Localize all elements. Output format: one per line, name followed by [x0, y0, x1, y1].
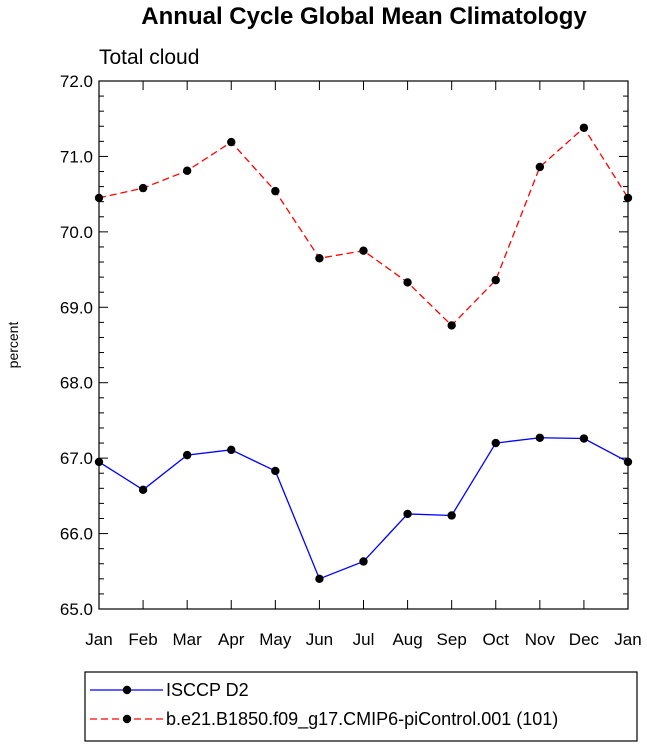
- x-tick-label: Apr: [218, 630, 245, 649]
- data-point: [447, 511, 456, 520]
- data-point: [182, 166, 192, 175]
- data-point: [359, 246, 368, 255]
- x-tick-label: Jan: [85, 630, 112, 649]
- y-tick-label: 72.0: [60, 72, 93, 91]
- x-tick-label: Dec: [569, 630, 600, 649]
- legend: ISCCP D2 b.e21.B1850.f09_g17.CMIP6-piCont…: [84, 671, 638, 742]
- data-point: [535, 162, 545, 172]
- data-point: [579, 434, 589, 443]
- data-point: [227, 137, 236, 147]
- plot-frame: [98, 80, 629, 610]
- y-tick-label: 68.0: [60, 374, 93, 393]
- legend-marker-2: [122, 714, 132, 724]
- data-point: [447, 321, 456, 330]
- y-tick-label: 66.0: [60, 525, 93, 544]
- y-tick-label: 65.0: [60, 600, 93, 619]
- legend-label-2: b.e21.B1850.f09_g17.CMIP6-piControl.001 …: [166, 709, 558, 730]
- plot-axes: 65.0 66.0 67.0 68.0 69.0 70.0 71.0 72.0 Jan Feb Ma…: [60, 72, 642, 649]
- chart-title: Annual Cycle Global Mean Climatology: [141, 3, 587, 30]
- data-point: [271, 466, 280, 476]
- y-axis-label: percent: [5, 322, 21, 369]
- x-tick-label: Jan: [614, 630, 641, 649]
- x-tick-label: Feb: [128, 630, 157, 649]
- x-tick-label: Sep: [437, 630, 467, 649]
- series-layer: [94, 123, 633, 584]
- data-point: [271, 186, 280, 196]
- legend-box: [84, 671, 638, 742]
- y-tick-label: 71.0: [60, 147, 93, 166]
- x-tick-label: Aug: [392, 630, 422, 649]
- data-point: [315, 574, 324, 584]
- data-point: [623, 193, 633, 203]
- data-point: [535, 433, 545, 442]
- data-point: [182, 450, 192, 460]
- legend-label-1: ISCCP D2: [166, 680, 249, 700]
- series-line-2: [98, 126, 629, 327]
- data-point: [138, 183, 148, 193]
- data-point: [579, 123, 589, 132]
- x-tick-label: Jul: [353, 630, 375, 649]
- data-point: [94, 193, 104, 203]
- x-tick-label: Jun: [306, 630, 333, 649]
- chart-subtitle: Total cloud: [99, 46, 199, 69]
- data-point: [359, 557, 368, 566]
- x-tick-label: Oct: [483, 630, 510, 649]
- data-point: [623, 457, 633, 467]
- y-tick-label: 70.0: [60, 223, 93, 242]
- x-tick-label: Nov: [525, 630, 556, 649]
- legend-marker-1: [122, 685, 132, 695]
- y-tick-label: 69.0: [60, 298, 93, 317]
- y-tick-label: 67.0: [60, 449, 93, 468]
- data-point: [491, 275, 500, 285]
- data-point: [403, 278, 412, 287]
- data-point: [491, 438, 500, 448]
- data-point: [138, 485, 148, 495]
- x-tick-label: May: [259, 630, 292, 649]
- data-point: [315, 254, 324, 263]
- data-point: [227, 445, 236, 455]
- data-point: [94, 457, 104, 467]
- data-point: [403, 509, 412, 519]
- x-tick-label: Mar: [173, 630, 203, 649]
